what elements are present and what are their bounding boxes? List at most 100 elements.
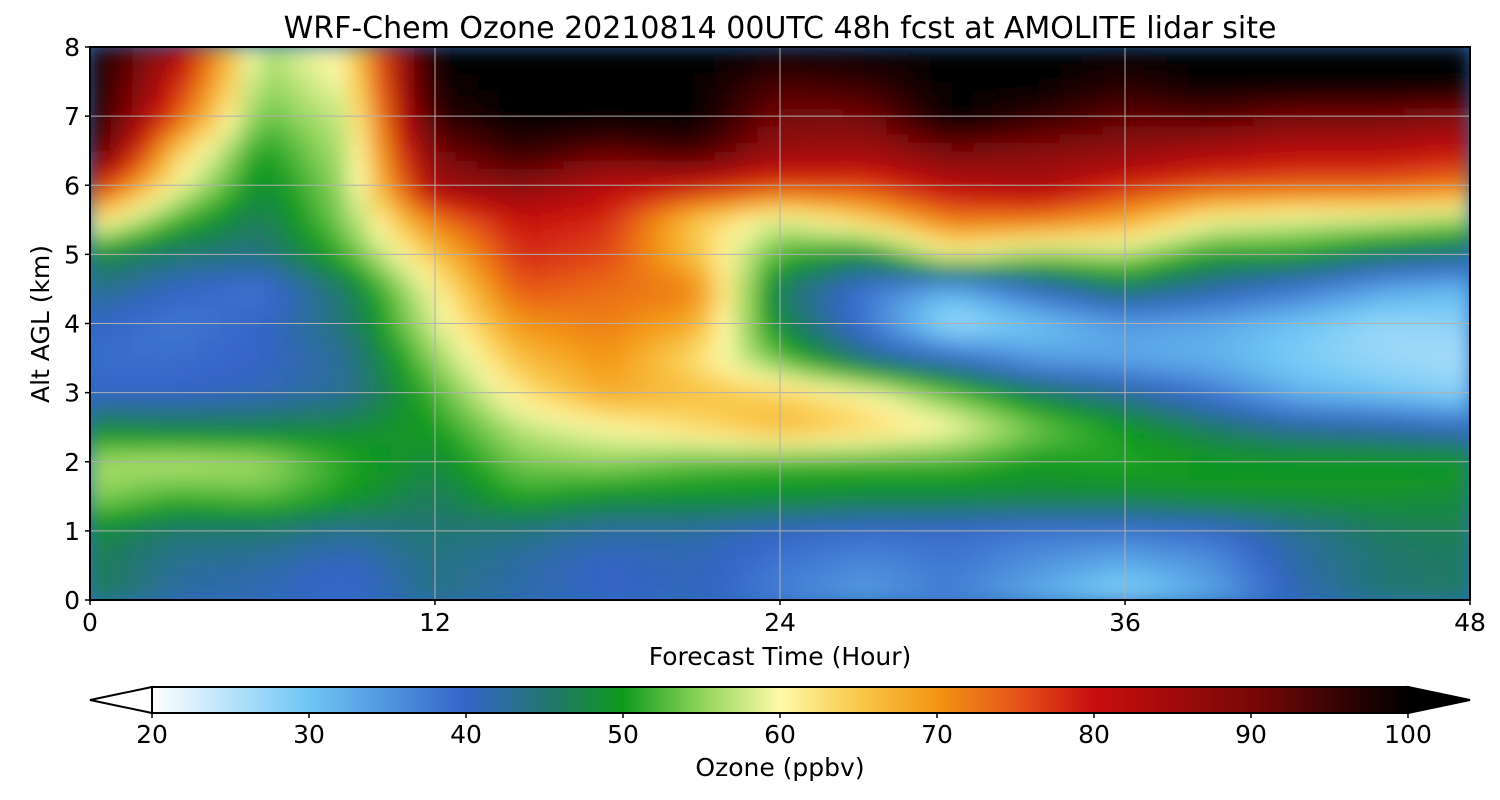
heat-cell [606,590,631,600]
heat-cell [714,443,738,455]
heat-cell [412,538,436,550]
heat-cell [1231,339,1256,351]
heat-cell [1339,365,1364,377]
heat-cell [434,71,458,83]
heat-cell [326,158,350,169]
heat-cell [541,391,566,403]
heat-cell [477,555,501,567]
heat-cell [951,365,976,377]
heat-cell [196,305,221,316]
heat-cell [843,262,868,273]
heat-cell [1145,210,1170,221]
heat-cell [283,227,307,239]
heat-cell [132,106,156,118]
heat-cell [498,54,523,66]
heat-cell [1102,236,1126,247]
heat-cell [735,80,760,92]
heat-cell [304,296,329,308]
heat-cell [1382,495,1407,506]
heat-cell [1318,374,1342,385]
heat-cell [1404,313,1428,325]
heat-cell [1037,71,1062,83]
heat-cell [1188,132,1213,143]
heat-cell [735,279,760,290]
heat-cell [1318,210,1342,221]
heat-cell [822,305,846,316]
heat-cell [1016,106,1040,118]
heat-cell [1188,434,1213,446]
heat-cell [283,184,307,195]
heat-cell [477,97,501,109]
heat-cell [1404,80,1428,92]
heat-cell [1296,158,1321,169]
heat-cell [1210,408,1234,420]
heat-cell [779,89,803,100]
heat-cell [779,244,803,256]
heat-cell [929,521,954,532]
heat-cell [994,331,1019,342]
heat-cell [822,218,846,230]
heat-cell [951,408,976,420]
heat-cell [1059,201,1083,213]
heat-cell [175,201,199,213]
heat-cell [671,63,695,74]
heat-cell [218,478,242,489]
heat-cell [1382,175,1407,187]
heat-cell [369,97,393,109]
heat-cell [563,132,587,143]
heat-cell [886,158,911,169]
heat-cell [1145,313,1170,325]
heat-cell [757,287,781,299]
heat-cell [239,296,264,308]
heat-cell [132,132,156,143]
heat-cell [1080,391,1105,403]
heat-cell [434,417,458,429]
heat-cell [1145,54,1170,66]
heat-cell [1037,47,1062,57]
heat-cell [153,89,178,100]
heat-cell [757,253,781,264]
heat-cell [1339,564,1364,575]
heat-cell [1253,512,1277,524]
heat-cell [735,287,760,299]
heat-cell [584,141,609,152]
heat-cell [1361,236,1385,247]
heat-cell [1447,80,1470,92]
heat-cell [714,201,738,213]
heat-cell [1059,253,1083,264]
heat-cell [1188,313,1213,325]
heat-cell [692,564,717,575]
heat-cell [1210,115,1234,126]
heat-cell [606,132,631,143]
heat-cell [369,564,393,575]
heat-cell [735,339,760,351]
heat-cell [455,262,480,273]
heat-cell [671,89,695,100]
heat-cell [865,305,889,316]
heat-cell [779,512,803,524]
heat-cell [757,365,781,377]
heat-cell [455,89,480,100]
heat-cell [606,218,631,230]
heat-cell [1404,71,1428,83]
heat-cell [1447,253,1470,264]
heat-cell [132,495,156,506]
heat-cell [649,460,674,472]
heat-cell [908,262,932,273]
heat-cell [584,227,609,239]
heat-cell [800,357,825,368]
heat-cell [628,538,652,550]
heat-cell [261,374,286,385]
heat-cell [1167,408,1191,420]
heat-cell [261,305,286,316]
heat-cell [584,192,609,204]
heat-cell [1231,400,1256,411]
heat-cell [735,218,760,230]
heat-cell [498,365,523,377]
heat-cell [520,115,544,126]
heat-cell [1188,54,1213,66]
heat-cell [261,167,286,178]
heat-cell [347,218,372,230]
heat-cell [735,538,760,550]
heat-cell [994,521,1019,532]
